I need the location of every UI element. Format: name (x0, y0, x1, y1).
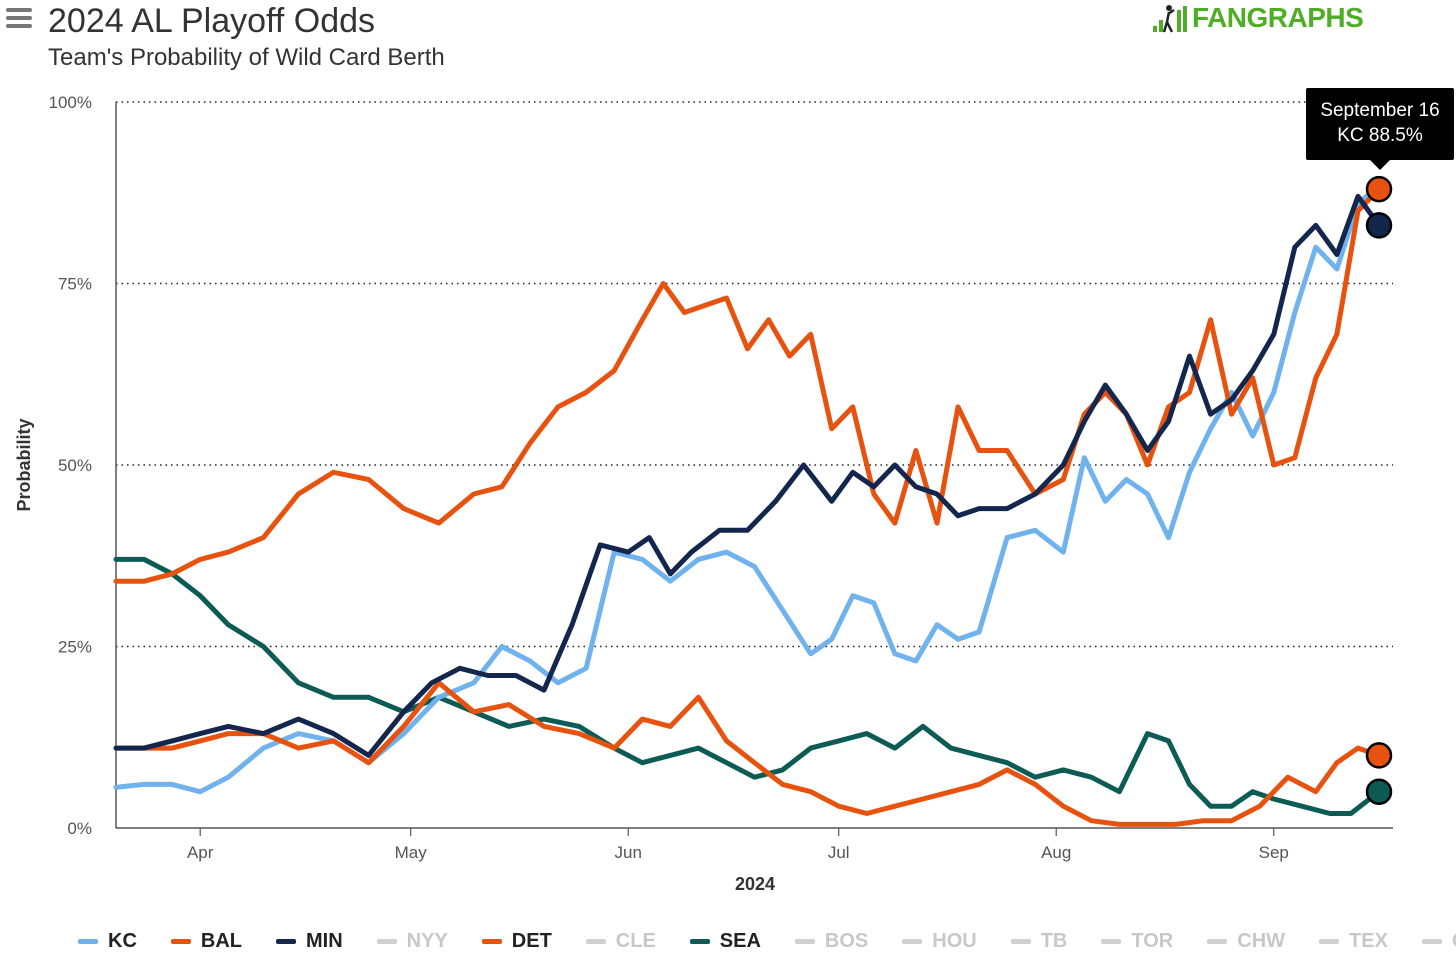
x-axis-ticks: Apr May Jun Jul Aug Sep (187, 828, 1289, 862)
x-tick-label: May (395, 843, 428, 862)
y-tick-label: 0% (67, 819, 92, 838)
legend-label: TOR (1131, 929, 1174, 952)
legend-item-tor[interactable]: TOR (1101, 930, 1173, 953)
legend-label: DET (511, 929, 552, 952)
grid-lines (116, 101, 1393, 648)
x-axis-title: 2024 (735, 874, 775, 894)
y-tick-label: 50% (58, 456, 92, 475)
legend-label: CHW (1237, 929, 1286, 952)
legend-swatch (689, 938, 710, 944)
legend-item-tb[interactable]: TB (1010, 929, 1068, 953)
y-tick-label: 75% (58, 275, 92, 294)
hover-tooltip: September 16 KC 88.5% (1306, 88, 1454, 170)
legend: KC BAL MIN NYY DET CLE SEA BOS HOU TB TOR CHW TEX OAK (78, 926, 1456, 956)
legend-swatch (585, 938, 606, 944)
series-lines (113, 183, 1382, 827)
legend-item-min[interactable]: MIN (276, 930, 343, 953)
legend-label: KC (108, 929, 137, 952)
fangraphs-logo[interactable]: FANGRAPHS (1152, 2, 1364, 34)
series-line-sea[interactable] (113, 556, 1382, 816)
end-marker-min[interactable] (1365, 212, 1393, 239)
legend-item-oak[interactable]: OAK (1421, 930, 1456, 953)
end-marker-det[interactable] (1365, 742, 1393, 769)
logo-bars-icon (1153, 5, 1187, 33)
legend-swatch (481, 938, 502, 944)
legend-swatch (276, 938, 296, 944)
x-tick-label: Sep (1259, 843, 1289, 862)
legend-item-cle[interactable]: CLE (585, 929, 656, 953)
legend-swatch (1010, 938, 1031, 944)
legend-item-tex[interactable]: TEX (1319, 930, 1388, 953)
legend-label: HOU (932, 929, 977, 952)
tooltip-date: September 16 (1320, 100, 1440, 121)
y-axis-ticks: 0% 25% 50% 75% 100% (49, 93, 92, 838)
legend-swatch (1101, 938, 1122, 944)
legend-swatch (376, 938, 397, 944)
legend-swatch (794, 938, 815, 944)
series-line-det[interactable] (113, 680, 1382, 827)
legend-swatch (1207, 938, 1228, 944)
legend-item-det[interactable]: DET (481, 929, 552, 953)
menu-icon[interactable] (6, 8, 32, 30)
legend-item-sea[interactable]: SEA (689, 929, 761, 953)
legend-label: TB (1040, 929, 1068, 952)
legend-label: BOS (824, 929, 869, 952)
end-marker-bal[interactable] (1365, 175, 1393, 203)
y-tick-label: 25% (58, 638, 92, 657)
legend-label: TEX (1349, 929, 1388, 952)
legend-item-chw[interactable]: CHW (1207, 930, 1285, 953)
x-tick-label: Apr (187, 843, 214, 862)
y-axis-title: Probability (14, 418, 34, 511)
legend-label: OAK (1452, 930, 1456, 953)
legend-swatch (1319, 938, 1340, 944)
legend-swatch (902, 938, 923, 944)
series-line-min[interactable] (113, 193, 1382, 758)
chart-title: 2024 AL Playoff Odds (48, 2, 376, 40)
legend-swatch (170, 938, 191, 944)
legend-swatch (1421, 938, 1442, 944)
legend-label: MIN (306, 929, 343, 952)
chart-area[interactable]: 0% 25% 50% 75% 100% Apr May Jun Jul Aug Sep Proba… (0, 0, 1456, 920)
x-tick-label: Jul (828, 843, 850, 862)
x-tick-label: Aug (1041, 843, 1071, 862)
end-markers (1365, 175, 1393, 805)
end-marker-sea[interactable] (1365, 778, 1393, 805)
legend-item-nyy[interactable]: NYY (376, 929, 448, 953)
legend-label: BAL (200, 929, 242, 952)
x-tick-label: Jun (615, 843, 642, 862)
legend-label: SEA (719, 929, 761, 952)
chart-subtitle: Team's Probability of Wild Card Berth (48, 44, 445, 71)
legend-label: NYY (406, 929, 448, 952)
tooltip-value: KC 88.5% (1337, 125, 1423, 146)
series-line-bal[interactable] (113, 186, 1382, 584)
legend-item-kc[interactable]: KC (78, 930, 137, 953)
y-tick-label: 100% (49, 93, 92, 112)
legend-item-bos[interactable]: BOS (794, 929, 869, 953)
legend-item-hou[interactable]: HOU (902, 929, 977, 953)
legend-item-bal[interactable]: BAL (170, 929, 242, 953)
legend-swatch (78, 938, 98, 944)
legend-label: CLE (615, 929, 656, 952)
logo-text: FANGRAPHS (1192, 2, 1364, 33)
